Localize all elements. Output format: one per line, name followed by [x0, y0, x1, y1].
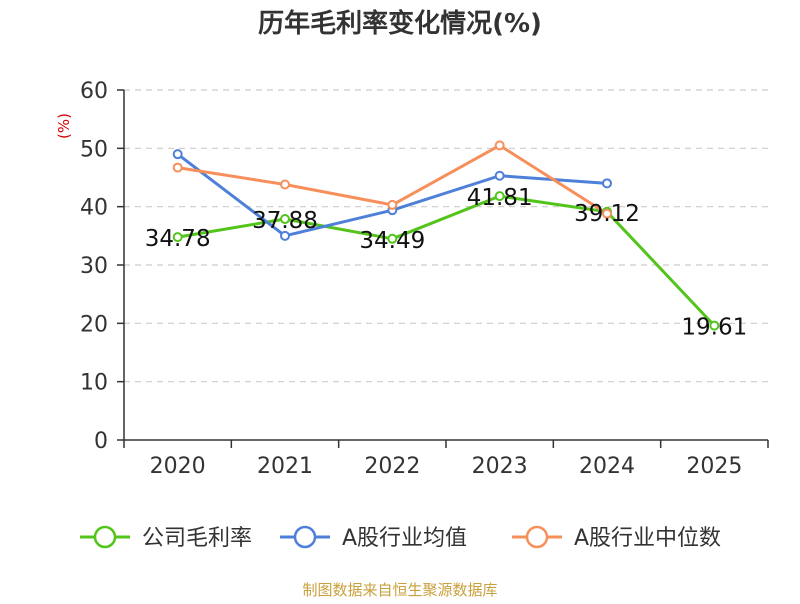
y-tick-label: 40: [80, 196, 108, 221]
legend-swatch-marker: [525, 525, 549, 549]
legend-swatch-marker: [93, 525, 117, 549]
data-point-0-2: [387, 233, 398, 244]
legend-item-2: A股行业中位数: [512, 525, 721, 551]
y-tick-label: 20: [80, 312, 108, 337]
legend-item-1: A股行业均值: [280, 525, 467, 551]
data-point-0-1: [280, 214, 290, 225]
data-point-1-4: [602, 178, 612, 189]
grid-lines: [124, 89, 768, 383]
data-point-2-4: [602, 208, 612, 219]
x-tick-label-2025: 2025: [686, 454, 742, 479]
y-axis-label: (%): [55, 113, 73, 139]
data-label: 19.61: [681, 315, 747, 341]
data-point-1-0: [172, 149, 183, 160]
series-points: [172, 140, 720, 331]
series-line-1: [176, 152, 608, 238]
data-point-1-1: [280, 230, 290, 241]
data-label: 39.12: [574, 201, 640, 227]
x-tick-label-2021: 2021: [257, 454, 313, 479]
data-point-2-3: [494, 140, 505, 151]
data-point-1-3: [494, 170, 505, 181]
x-tick-label-2022: 2022: [364, 454, 420, 479]
series-lines: [176, 143, 716, 327]
data-point-2-2: [387, 199, 398, 210]
data-labels: 34.78 37.88 34.49 41.81 39.12 19.61: [145, 185, 748, 341]
data-label: 37.88: [252, 208, 318, 234]
axes: [117, 89, 769, 448]
legend-label: 公司毛利率: [142, 526, 252, 551]
data-point-0-5: [709, 320, 720, 331]
x-tick-labels: 2020 2021 2022 2023 2024 2025: [150, 454, 743, 479]
y-tick-labels: 0 10 20 30 40 50 60: [80, 79, 108, 454]
y-tick-label: 10: [80, 371, 108, 396]
data-point-2-1: [280, 179, 290, 190]
data-point-2-0: [172, 162, 183, 173]
y-tick-label: 30: [80, 254, 108, 279]
data-point-0-0: [172, 232, 183, 243]
data-point-0-3: [494, 191, 505, 202]
data-label: 34.49: [359, 228, 425, 254]
y-tick-label: 60: [80, 79, 108, 104]
x-tick-label-2020: 2020: [150, 454, 206, 479]
y-tick-label: 0: [94, 429, 108, 454]
legend-label: A股行业中位数: [574, 526, 721, 551]
x-tick-label-2024: 2024: [579, 454, 635, 479]
legend-swatch-marker: [293, 525, 317, 549]
data-label: 34.78: [145, 226, 211, 252]
data-label: 41.81: [467, 185, 533, 211]
source-note: 制图数据来自恒生聚源数据库: [302, 581, 497, 599]
chart-title: 历年毛利率变化情况(%): [258, 8, 542, 39]
legend-item-0: 公司毛利率: [80, 525, 252, 551]
legend-label: A股行业均值: [342, 526, 467, 551]
x-tick-label-2023: 2023: [472, 454, 528, 479]
legend: 公司毛利率 A股行业均值 A股行业中位数: [80, 525, 721, 551]
y-tick-label: 50: [80, 137, 108, 162]
